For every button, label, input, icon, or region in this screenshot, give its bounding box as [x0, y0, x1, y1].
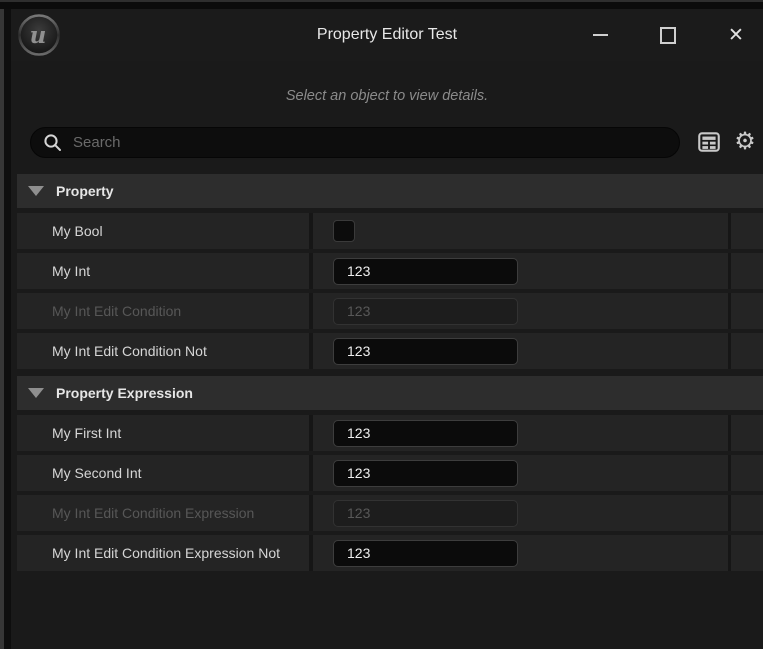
minimize-button[interactable] [590, 23, 610, 47]
section-title: Property [56, 183, 114, 199]
int-input[interactable] [333, 257, 518, 285]
section-header[interactable]: Property Expression [17, 376, 763, 410]
property-row: My Second Int [17, 455, 763, 491]
property-row: My Int Edit Condition Expression Not [17, 535, 763, 571]
property-row: My Int Edit Condition [17, 293, 763, 329]
int-input[interactable] [333, 459, 518, 487]
minimize-icon [592, 34, 608, 36]
chevron-down-icon [28, 186, 44, 196]
row-stub-cell [731, 455, 763, 491]
section-title: Property Expression [56, 385, 193, 401]
property-value-cell [313, 333, 731, 369]
int-input[interactable] [333, 419, 518, 447]
maximize-button[interactable] [658, 23, 678, 47]
window-titlebar: u Property Editor Test ✕ [11, 9, 763, 61]
row-stub-cell [731, 333, 763, 369]
property-value-cell [313, 213, 731, 249]
property-value-cell [313, 455, 731, 491]
int-input [333, 297, 518, 325]
property-label: My Bool [17, 213, 313, 249]
property-grid: Property My Bool My Int My Int Edit Cond… [17, 174, 763, 571]
property-row: My First Int [17, 415, 763, 451]
row-stub-cell [731, 213, 763, 249]
section-rows: My First Int My Second Int My Int Edit C… [17, 415, 763, 571]
unreal-engine-logo-icon: u [18, 14, 60, 56]
int-input[interactable] [333, 539, 518, 567]
property-label: My Int [17, 253, 313, 289]
row-stub-cell [731, 293, 763, 329]
details-table-view-button[interactable] [696, 129, 722, 155]
section-rows: My Bool My Int My Int Edit Condition My … [17, 213, 763, 369]
property-label: My Int Edit Condition Expression [17, 495, 313, 531]
property-value-cell [313, 253, 731, 289]
section-header[interactable]: Property [17, 174, 763, 208]
row-stub-cell [731, 535, 763, 571]
property-value-cell [313, 293, 731, 329]
window-frame-left [0, 0, 4, 649]
svg-text:u: u [30, 22, 47, 49]
window-controls: ✕ [590, 23, 763, 47]
empty-selection-hint: Select an object to view details. [285, 88, 489, 104]
property-value-cell [313, 535, 731, 571]
close-icon: ✕ [728, 24, 744, 46]
search-input[interactable] [71, 132, 667, 152]
property-editor-window: u Property Editor Test ✕ Select an objec… [11, 9, 763, 649]
property-label: My First Int [17, 415, 313, 451]
property-label: My Int Edit Condition Expression Not [17, 535, 313, 571]
property-label: My Int Edit Condition [17, 293, 313, 329]
chevron-down-icon [28, 388, 44, 398]
search-icon [44, 133, 61, 151]
row-stub-cell [731, 415, 763, 451]
int-input[interactable] [333, 337, 518, 365]
details-table-view-icon [698, 132, 720, 152]
property-row: My Bool [17, 213, 763, 249]
property-label: My Int Edit Condition Not [17, 333, 313, 369]
window-frame-top [0, 0, 763, 9]
row-stub-cell [731, 253, 763, 289]
property-section: Property My Bool My Int My Int Edit Cond… [17, 174, 763, 369]
property-row: My Int Edit Condition Expression [17, 495, 763, 531]
settings-button[interactable]: ⚙ [732, 129, 758, 155]
int-input [333, 499, 518, 527]
row-stub-cell [731, 495, 763, 531]
settings-gear-icon: ⚙ [734, 128, 756, 155]
search-bar [30, 126, 680, 158]
close-button[interactable]: ✕ [726, 23, 746, 47]
maximize-icon [660, 26, 676, 44]
window-frame-left-inner [4, 0, 11, 649]
details-toolbar: ⚙ [11, 126, 763, 158]
property-value-cell [313, 415, 731, 451]
property-row: My Int Edit Condition Not [17, 333, 763, 369]
property-value-cell [313, 495, 731, 531]
property-section: Property Expression My First Int My Seco… [17, 376, 763, 571]
property-label: My Second Int [17, 455, 313, 491]
bool-checkbox[interactable] [333, 220, 355, 242]
property-row: My Int [17, 253, 763, 289]
